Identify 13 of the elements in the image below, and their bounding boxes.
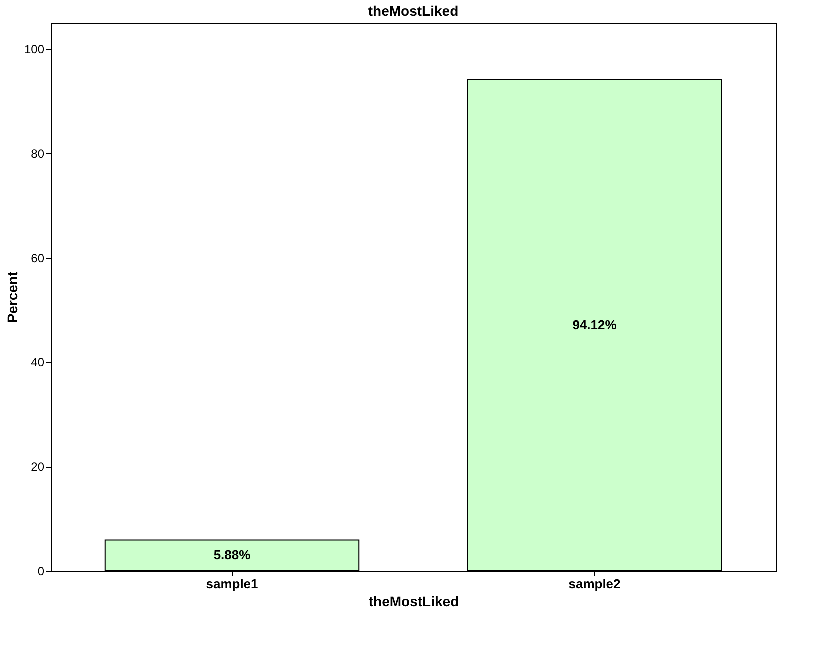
y-tick-label: 0 bbox=[38, 564, 45, 578]
y-tick-label: 80 bbox=[31, 146, 45, 161]
y-tick-label: 40 bbox=[31, 356, 45, 370]
y-tick-label: 60 bbox=[31, 251, 45, 266]
y-axis-title: Percent bbox=[4, 271, 20, 324]
chart-title: theMostLiked bbox=[368, 3, 459, 19]
y-tick-label: 100 bbox=[24, 42, 45, 57]
x-axis-title: theMostLiked bbox=[368, 594, 460, 610]
x-tick-label: sample1 bbox=[206, 576, 258, 592]
data-label: 94.12% bbox=[572, 317, 618, 332]
y-tick-label: 20 bbox=[31, 460, 45, 474]
x-tick-label: sample2 bbox=[568, 576, 621, 592]
data-label: 5.88% bbox=[214, 548, 252, 563]
